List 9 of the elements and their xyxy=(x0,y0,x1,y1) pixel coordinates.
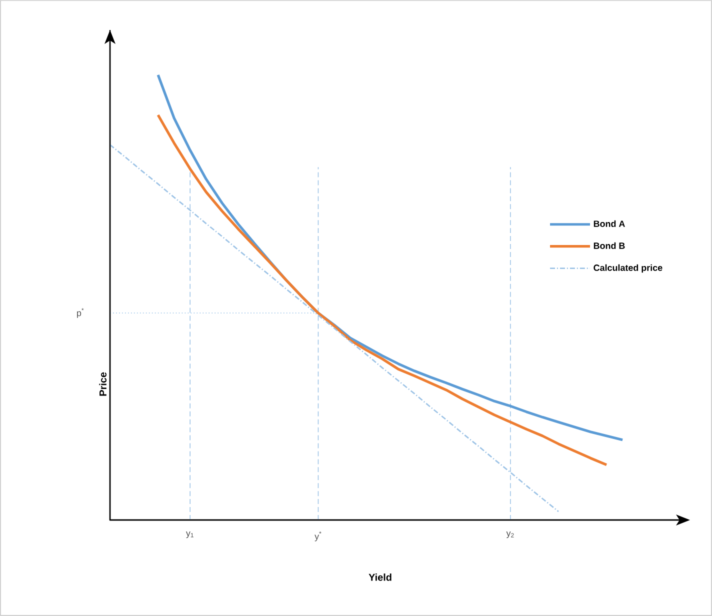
y-axis-title: Price xyxy=(99,372,106,396)
x-axis-title: Yield xyxy=(368,574,392,581)
legend-label: Calculated price xyxy=(594,264,662,273)
x-tick-label: y$^{*}$ xyxy=(314,532,322,542)
x-tick-label: y$_{1}$ xyxy=(186,532,194,538)
legend-label: Bond A xyxy=(594,220,625,227)
x-tick-label: y$_{2}$ xyxy=(506,532,514,538)
ref-line-label: p$^{*}$ xyxy=(77,308,84,318)
legend-label: Bond B xyxy=(594,242,625,249)
